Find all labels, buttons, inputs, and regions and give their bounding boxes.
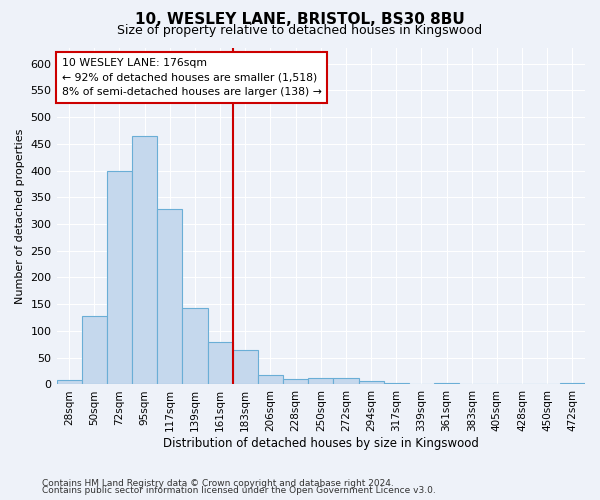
Text: 10 WESLEY LANE: 176sqm
← 92% of detached houses are smaller (1,518)
8% of semi-d: 10 WESLEY LANE: 176sqm ← 92% of detached…	[62, 58, 322, 97]
Bar	[560, 383, 585, 384]
X-axis label: Distribution of detached houses by size in Kingswood: Distribution of detached houses by size …	[163, 437, 479, 450]
Bar	[383, 383, 409, 384]
Bar	[233, 350, 258, 384]
Bar	[334, 378, 359, 384]
Bar	[56, 380, 82, 384]
Bar	[359, 381, 383, 384]
Y-axis label: Number of detached properties: Number of detached properties	[15, 128, 25, 304]
Text: 10, WESLEY LANE, BRISTOL, BS30 8BU: 10, WESLEY LANE, BRISTOL, BS30 8BU	[135, 12, 465, 27]
Bar	[82, 316, 107, 384]
Bar	[107, 170, 132, 384]
Bar	[308, 378, 334, 384]
Text: Size of property relative to detached houses in Kingswood: Size of property relative to detached ho…	[118, 24, 482, 37]
Bar	[157, 209, 182, 384]
Bar	[182, 308, 208, 384]
Bar	[258, 375, 283, 384]
Bar	[434, 383, 459, 384]
Text: Contains HM Land Registry data © Crown copyright and database right 2024.: Contains HM Land Registry data © Crown c…	[42, 478, 394, 488]
Bar	[208, 342, 233, 384]
Bar	[283, 379, 308, 384]
Bar	[132, 136, 157, 384]
Text: Contains public sector information licensed under the Open Government Licence v3: Contains public sector information licen…	[42, 486, 436, 495]
